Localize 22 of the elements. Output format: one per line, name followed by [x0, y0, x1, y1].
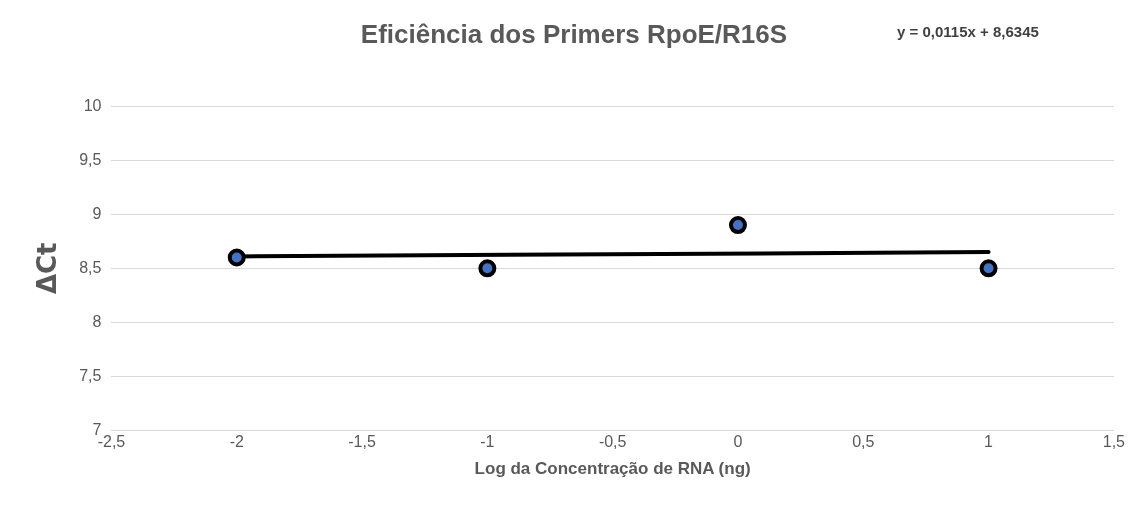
y-axis-title: ΔCt [32, 242, 63, 295]
point [979, 259, 998, 278]
y-tick-label: 10 [83, 96, 102, 114]
text: y = 0,0115x + 8,6345 [897, 23, 1039, 41]
x-tick-label: 1,5 [1102, 433, 1126, 451]
point [227, 248, 246, 267]
x-tick-label: -1 [480, 433, 495, 451]
x-tick-label: -1,5 [348, 433, 376, 451]
y-tick-label: 8,5 [79, 258, 102, 276]
x-tick-label: 0 [733, 433, 743, 451]
point [478, 259, 497, 278]
x-tick-label: 1 [984, 433, 994, 451]
x-tick-label: -0,5 [598, 433, 627, 451]
y-tick-label: 9,5 [79, 150, 102, 168]
y-tick-label: 9 [92, 204, 102, 222]
y-tick-label: 8 [92, 312, 102, 330]
x-axis-title: Log da Concentração de RNA (ng) [474, 459, 751, 479]
point [728, 216, 747, 235]
y-tick-label: 7,5 [79, 366, 102, 384]
x-tick-label: -2 [229, 433, 244, 451]
x-tick-label: 0,5 [852, 433, 875, 451]
chart-title: Eficiência dos Primers RpoE/R16S [360, 18, 788, 49]
